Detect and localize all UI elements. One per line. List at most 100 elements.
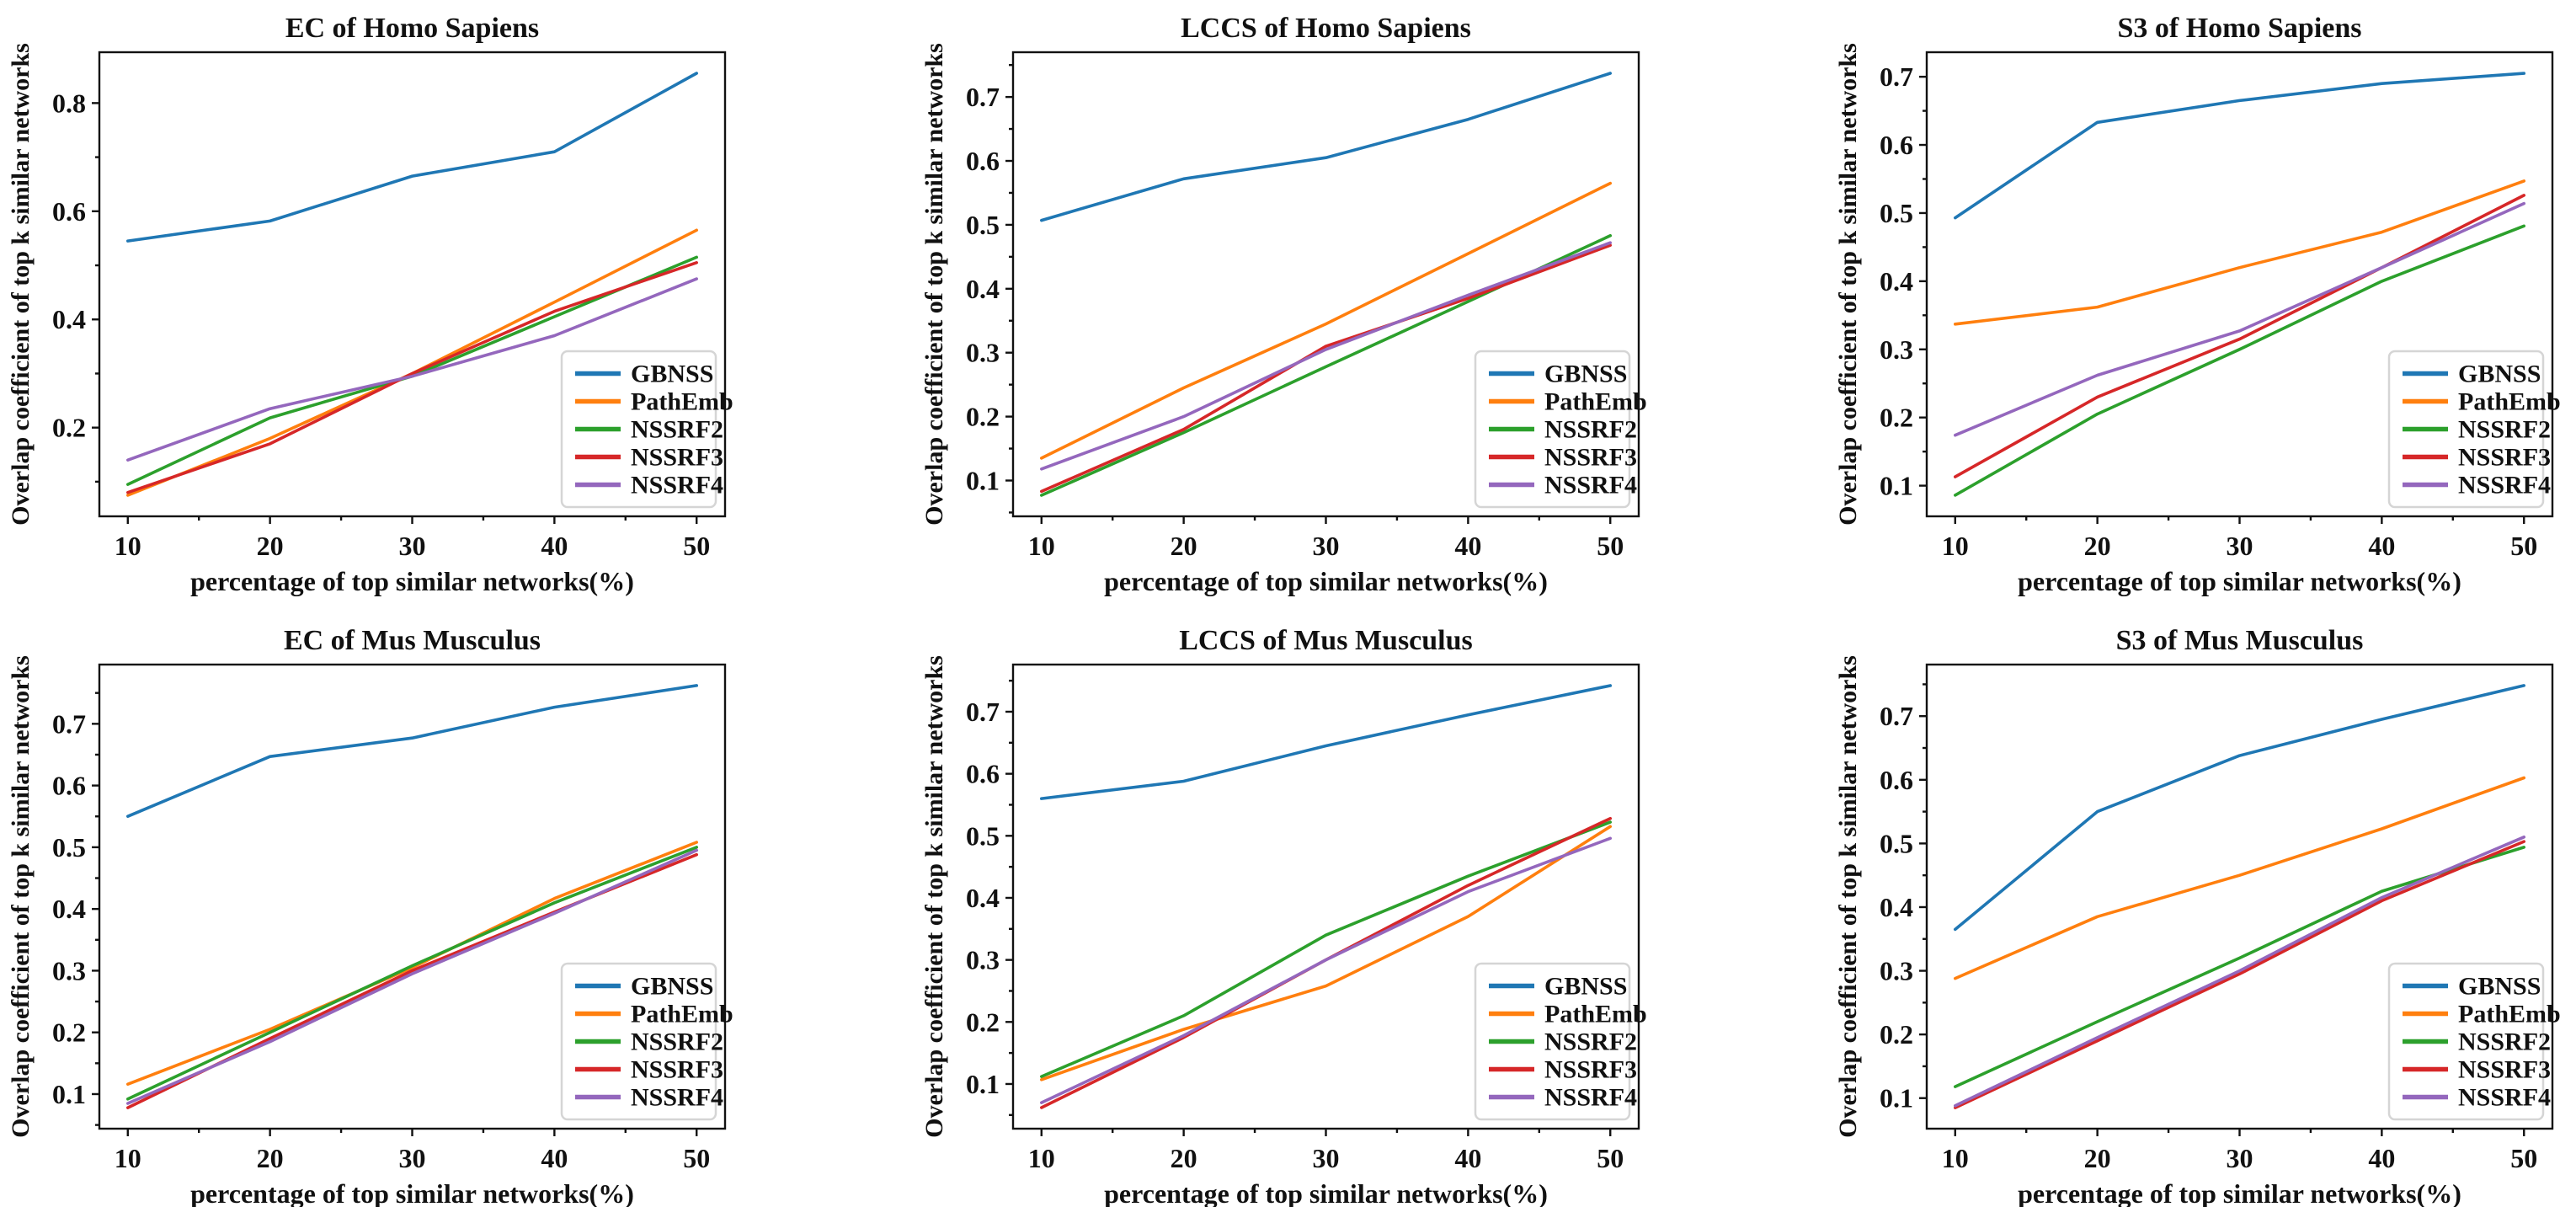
y-tick-label: 0.1: [966, 1069, 1000, 1099]
y-tick-label: 0.3: [1880, 956, 1913, 986]
x-tick-label: 40: [1454, 531, 1481, 561]
y-tick-label: 0.3: [966, 945, 1000, 975]
legend-label-nssrf4: NSSRF4: [2458, 472, 2551, 499]
legend-label-nssrf3: NSSRF3: [631, 444, 723, 472]
legend-label-gbnss: GBNSS: [1544, 360, 1627, 388]
series-line-nssrf4: [1954, 835, 2525, 1108]
legend-label-nssrf4: NSSRF4: [1544, 1084, 1637, 1112]
subplot-title: S3 of Mus Musculus: [2116, 625, 2364, 656]
legend-label-pathemb: PathEmb: [631, 1001, 733, 1028]
x-tick-label: 50: [2510, 1143, 2537, 1173]
legend-label-nssrf2: NSSRF2: [2458, 416, 2551, 444]
y-tick-label: 0.7: [966, 697, 1000, 727]
plot-area: [98, 51, 727, 518]
x-tick-label: 40: [1454, 1143, 1481, 1173]
x-tick-label: 10: [115, 1143, 141, 1173]
legend-label-pathemb: PathEmb: [631, 388, 733, 416]
plot-area: [1925, 51, 2554, 518]
legend-label-nssrf3: NSSRF3: [2458, 1056, 2551, 1084]
subplot-title: LCCS of Homo Sapiens: [1181, 13, 1471, 44]
y-axis-label: Overlap coefficient of top k similar net…: [1834, 43, 1862, 526]
x-tick-label: 50: [1597, 531, 1624, 561]
y-tick-label: 0.6: [1880, 130, 1913, 160]
series-line-gbnss: [1954, 684, 2525, 932]
series-line-nssrf3: [1954, 840, 2525, 1109]
x-tick-label: 30: [2227, 531, 2253, 561]
series-line-nssrf2: [1954, 224, 2525, 497]
series-line-gbnss: [126, 684, 699, 819]
series-line-nssrf3: [1954, 194, 2525, 478]
x-tick-label: 20: [2084, 531, 2111, 561]
y-tick-label: 0.6: [966, 759, 1000, 789]
x-tick-label: 40: [541, 1143, 568, 1173]
x-tick-label: 40: [2368, 1143, 2395, 1173]
y-axis-label: Overlap coefficient of top k similar net…: [1834, 655, 1862, 1138]
series-line-nssrf3: [126, 260, 699, 494]
legend-label-nssrf2: NSSRF2: [2458, 1028, 2551, 1056]
y-tick-label: 0.8: [52, 88, 86, 118]
series-line-nssrf4: [1954, 201, 2525, 437]
y-axis-label: Overlap coefficient of top k similar net…: [920, 655, 948, 1138]
x-tick-label: 20: [257, 531, 284, 561]
x-axis-label: percentage of top similar networks(%): [1104, 1178, 1548, 1207]
series-line-gbnss: [1040, 72, 1612, 222]
x-axis-label: percentage of top similar networks(%): [1104, 566, 1548, 596]
y-tick-label: 0.3: [966, 338, 1000, 368]
plot-area: [1925, 663, 2554, 1130]
y-axis-label: Overlap coefficient of top k similar net…: [7, 655, 35, 1138]
y-tick-label: 0.3: [52, 955, 86, 985]
x-tick-label: 10: [1942, 1143, 1969, 1173]
series-line-pathemb: [126, 841, 699, 1086]
y-axis-label: Overlap coefficient of top k similar net…: [7, 43, 35, 526]
subplot-title: S3 of Homo Sapiens: [2118, 13, 2362, 44]
legend-box: [560, 962, 717, 1121]
y-tick-label: 0.2: [1880, 1019, 1913, 1049]
y-tick-label: 0.2: [52, 413, 86, 443]
y-tick-label: 0.4: [52, 304, 86, 334]
x-tick-label: 10: [1028, 1143, 1055, 1173]
legend-label-nssrf2: NSSRF2: [631, 1028, 723, 1056]
legend-box: [2387, 962, 2545, 1121]
legend-label-pathemb: PathEmb: [2458, 388, 2561, 416]
y-tick-label: 0.6: [52, 196, 86, 227]
x-tick-label: 20: [1171, 531, 1197, 561]
legend-label-nssrf3: NSSRF3: [1544, 444, 1637, 472]
y-tick-label: 0.1: [966, 465, 1000, 495]
x-axis-label: percentage of top similar networks(%): [190, 566, 634, 596]
y-tick-label: 0.3: [1880, 334, 1913, 365]
legend-label-nssrf4: NSSRF4: [631, 472, 723, 499]
x-tick-label: 40: [541, 531, 568, 561]
y-tick-label: 0.4: [1880, 892, 1913, 922]
y-tick-label: 0.7: [966, 82, 1000, 112]
series-line-gbnss: [1954, 72, 2525, 220]
legend-label-gbnss: GBNSS: [2458, 973, 2541, 1001]
legend-label-nssrf3: NSSRF3: [2458, 444, 2551, 472]
subplot-title: EC of Mus Musculus: [284, 625, 541, 656]
legend-box: [1474, 350, 1631, 509]
y-axis-label: Overlap coefficient of top k similar net…: [920, 43, 948, 526]
y-tick-label: 0.6: [966, 146, 1000, 176]
y-tick-label: 0.6: [1880, 765, 1913, 795]
series-line-nssrf4: [126, 848, 699, 1105]
x-tick-label: 30: [399, 1143, 426, 1173]
legend-label-nssrf4: NSSRF4: [631, 1084, 723, 1112]
x-tick-label: 40: [2368, 531, 2395, 561]
x-tick-label: 10: [115, 531, 141, 561]
y-tick-label: 0.7: [52, 708, 86, 739]
series-line-nssrf4: [126, 277, 699, 462]
y-tick-label: 0.5: [1880, 198, 1913, 228]
y-tick-label: 0.1: [1880, 1083, 1913, 1114]
y-tick-label: 0.5: [966, 820, 1000, 851]
y-tick-label: 0.5: [52, 832, 86, 863]
legend-label-pathemb: PathEmb: [1544, 1001, 1647, 1028]
y-tick-label: 0.4: [966, 274, 1000, 304]
legend-label-gbnss: GBNSS: [1544, 973, 1627, 1001]
legend-label-gbnss: GBNSS: [631, 973, 713, 1001]
x-tick-label: 30: [399, 531, 426, 561]
x-tick-label: 50: [683, 1143, 710, 1173]
plot-area: [98, 663, 727, 1130]
y-tick-label: 0.2: [966, 1007, 1000, 1037]
y-tick-label: 0.4: [52, 894, 86, 924]
y-tick-label: 0.4: [966, 883, 1000, 913]
